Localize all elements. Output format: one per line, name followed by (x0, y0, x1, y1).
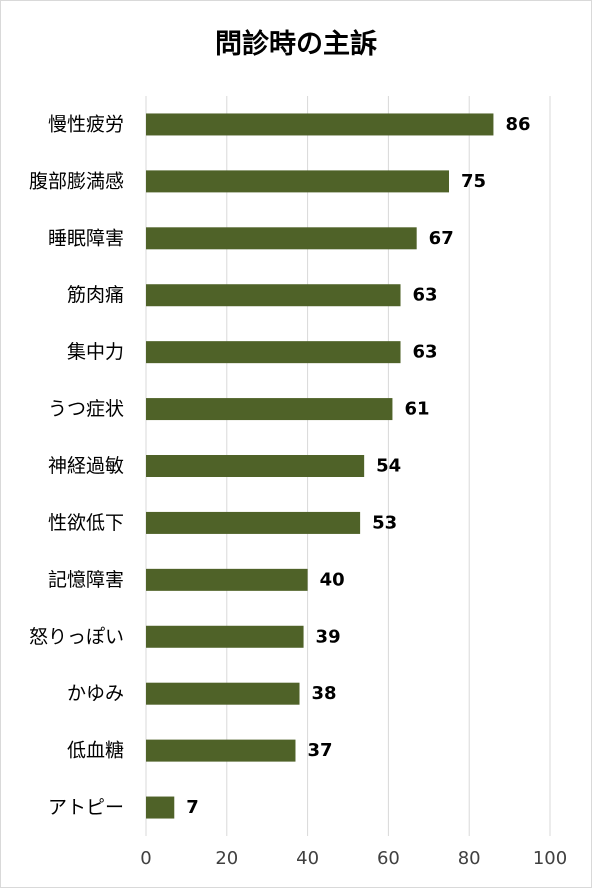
value-label-11: 37 (307, 740, 332, 761)
bar-10 (146, 682, 300, 705)
bar-6 (146, 455, 365, 477)
bar-8 (146, 568, 308, 591)
category-label-3: 筋肉痛 (67, 284, 124, 306)
x-tick-label-1: 20 (215, 848, 238, 869)
value-label-6: 54 (376, 456, 401, 477)
bar-0 (146, 113, 494, 136)
category-label-1: 腹部膨満感 (29, 170, 124, 192)
value-label-5: 61 (404, 399, 429, 420)
x-tick-label-3: 60 (377, 848, 400, 869)
bar-12 (146, 796, 175, 819)
category-label-9: 怒りっぽい (29, 626, 124, 648)
bar-5 (146, 398, 393, 421)
category-label-2: 睡眠障害 (48, 227, 124, 249)
bar-3 (146, 284, 401, 307)
value-label-10: 38 (312, 683, 337, 704)
value-label-4: 63 (413, 342, 438, 363)
category-label-6: 神経過敏 (48, 455, 124, 477)
bar-2 (146, 227, 417, 250)
value-label-12: 7 (186, 797, 199, 818)
category-label-7: 性欲低下 (48, 512, 124, 534)
value-label-7: 53 (372, 512, 397, 533)
category-label-8: 記憶障害 (48, 569, 124, 591)
bar-1 (146, 170, 449, 193)
category-label-11: 低血糖 (67, 740, 124, 762)
bar-4 (146, 341, 401, 364)
chart-title: 問診時の主訴 (215, 29, 377, 60)
category-label-4: 集中力 (67, 341, 124, 363)
x-tick-label-4: 80 (458, 848, 481, 869)
category-label-5: うつ症状 (48, 398, 124, 420)
category-label-0: 慢性疲労 (48, 113, 124, 135)
bar-7 (146, 511, 361, 534)
x-tick-label-0: 0 (140, 848, 151, 869)
x-tick-label-5: 100 (533, 848, 567, 869)
x-tick-label-2: 40 (296, 848, 319, 869)
value-label-2: 67 (429, 228, 454, 249)
category-label-12: アトピー (48, 797, 124, 819)
category-label-10: かゆみ (67, 683, 124, 705)
value-label-8: 40 (320, 569, 345, 590)
value-label-1: 75 (461, 171, 486, 192)
bar-11 (146, 739, 296, 762)
value-label-0: 86 (505, 114, 530, 135)
bar-9 (146, 625, 304, 648)
value-label-9: 39 (316, 626, 341, 647)
value-label-3: 63 (413, 285, 438, 306)
